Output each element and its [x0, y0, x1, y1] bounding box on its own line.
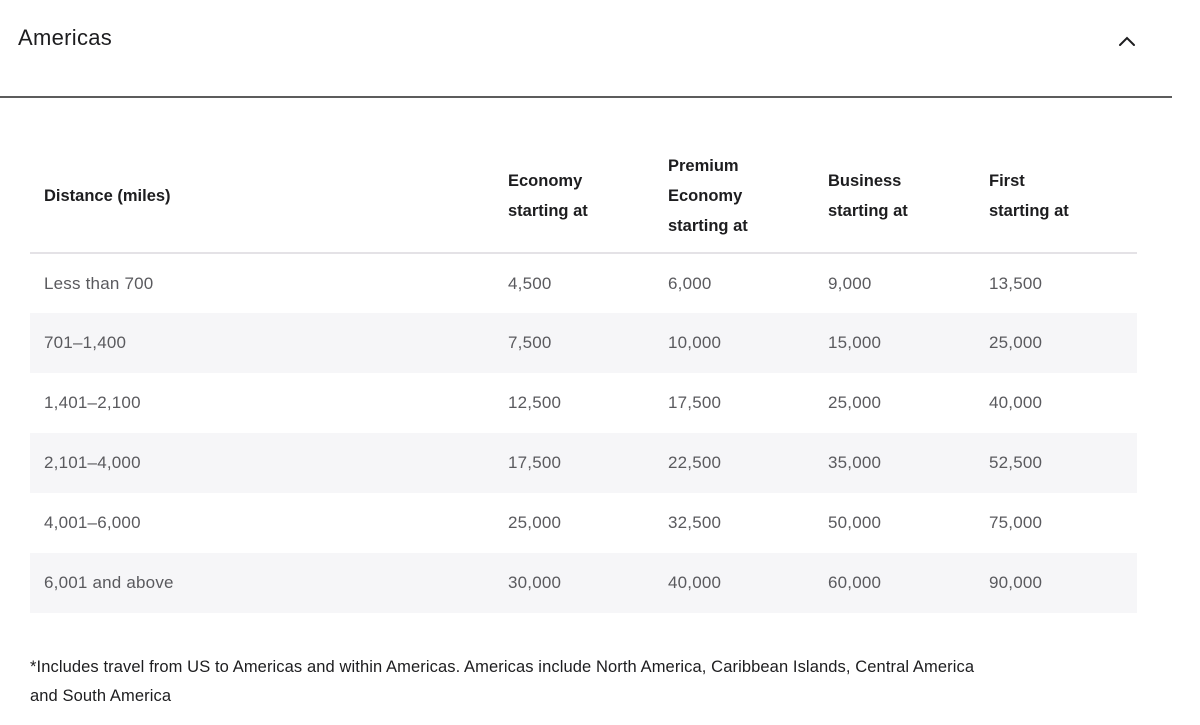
cell-distance: 1,401–2,100: [44, 393, 141, 412]
cell-distance: 6,001 and above: [44, 573, 174, 592]
cell-business: 15,000: [828, 333, 882, 352]
table-row: 2,101–4,000 17,500 22,500 35,000 52,500: [30, 433, 1137, 493]
column-header-business: Business starting at: [828, 140, 989, 254]
award-chart-table: Distance (miles) Economy starting at Pre…: [30, 140, 1137, 613]
table-row: Less than 700 4,500 6,000 9,000 13,500: [30, 253, 1137, 313]
table-row: 1,401–2,100 12,500 17,500 25,000 40,000: [30, 373, 1137, 433]
column-header-line: starting at: [668, 217, 748, 235]
column-header-line: Business: [828, 172, 902, 190]
cell-premium-economy: 10,000: [668, 333, 722, 352]
column-header-line: Premium: [668, 157, 739, 175]
cell-first: 52,500: [989, 453, 1043, 472]
column-header-line: First: [989, 172, 1025, 190]
chevron-up-icon: [1118, 36, 1136, 47]
collapse-button[interactable]: [1112, 30, 1142, 52]
table-header-row: Distance (miles) Economy starting at Pre…: [30, 140, 1137, 254]
cell-business: 25,000: [828, 393, 882, 412]
cell-economy: 25,000: [508, 513, 562, 532]
americas-accordion-header[interactable]: Americas: [0, 0, 1172, 98]
cell-first: 40,000: [989, 393, 1043, 412]
column-header-premium-economy: Premium Economy starting at: [668, 140, 828, 254]
cell-premium-economy: 32,500: [668, 513, 722, 532]
table-row: 701–1,400 7,500 10,000 15,000 25,000: [30, 313, 1137, 373]
cell-economy: 4,500: [508, 273, 552, 293]
cell-business: 9,000: [828, 273, 872, 293]
column-header-line: Economy: [508, 172, 583, 190]
cell-first: 13,500: [989, 273, 1043, 293]
cell-premium-economy: 6,000: [668, 273, 712, 293]
cell-economy: 12,500: [508, 393, 562, 412]
footnote: *Includes travel from US to Americas and…: [30, 658, 975, 705]
column-header-economy: Economy starting at: [508, 140, 668, 254]
table-row: 4,001–6,000 25,000 32,500 50,000 75,000: [30, 493, 1137, 553]
cell-premium-economy: 40,000: [668, 573, 722, 592]
cell-distance: Less than 700: [44, 273, 154, 293]
column-header-line: starting at: [989, 202, 1069, 220]
column-header-line: starting at: [828, 202, 908, 220]
column-header-line: Economy: [668, 187, 743, 205]
cell-premium-economy: 17,500: [668, 393, 722, 412]
column-header-line: Distance (miles): [44, 187, 171, 205]
cell-distance: 701–1,400: [44, 333, 127, 352]
cell-economy: 17,500: [508, 453, 562, 472]
cell-premium-economy: 22,500: [668, 453, 722, 472]
cell-first: 75,000: [989, 513, 1043, 532]
cell-business: 35,000: [828, 453, 882, 472]
column-header-distance: Distance (miles): [30, 140, 508, 254]
cell-business: 60,000: [828, 573, 882, 592]
column-header-line: starting at: [508, 202, 588, 220]
table-row: 6,001 and above 30,000 40,000 60,000 90,…: [30, 553, 1137, 613]
cell-distance: 2,101–4,000: [44, 453, 141, 472]
cell-first: 25,000: [989, 333, 1043, 352]
cell-first: 90,000: [989, 573, 1043, 592]
cell-economy: 7,500: [508, 333, 552, 352]
column-header-first: First starting at: [989, 140, 1137, 254]
cell-distance: 4,001–6,000: [44, 513, 141, 532]
section-title: Americas: [18, 25, 113, 50]
cell-business: 50,000: [828, 513, 882, 532]
cell-economy: 30,000: [508, 573, 562, 592]
